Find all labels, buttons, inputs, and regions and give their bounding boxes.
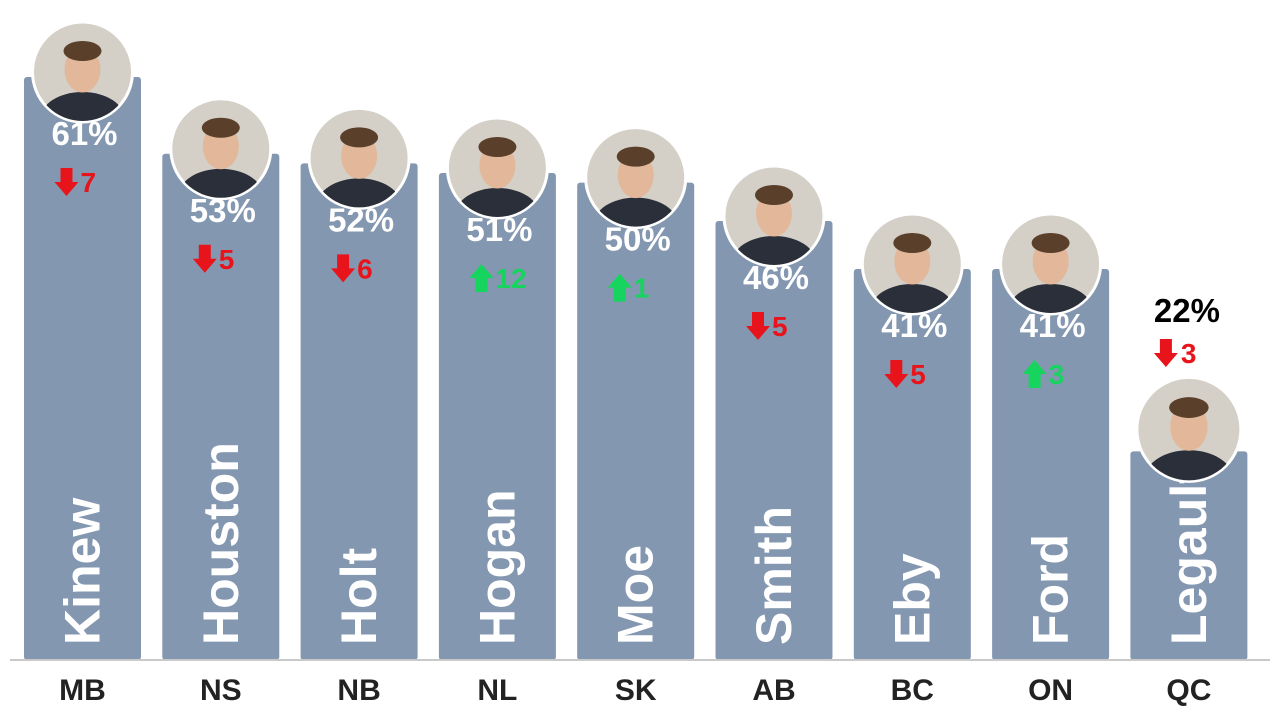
- value-label: 52%: [328, 201, 394, 238]
- photo-portrait: [731, 185, 817, 265]
- category-label: NS: [200, 674, 242, 707]
- up-arrow-icon: [469, 264, 494, 292]
- bar-sk: [577, 182, 695, 660]
- photo-portrait: [593, 146, 679, 227]
- value-label: 53%: [190, 192, 256, 229]
- category-label: AB: [752, 674, 795, 707]
- category-label: QC: [1166, 674, 1211, 707]
- value-label: 46%: [743, 259, 809, 296]
- photo-portrait: [1008, 233, 1094, 313]
- change-value: 5: [910, 359, 926, 390]
- premier-photo: [445, 116, 549, 220]
- bar-nb: [300, 163, 418, 660]
- premier-name-label: Holt: [331, 547, 387, 645]
- category-label: MB: [59, 674, 106, 707]
- change-value: 12: [495, 263, 526, 294]
- category-label: NB: [337, 674, 380, 707]
- photo-portrait: [869, 233, 955, 313]
- bar-mb: [24, 77, 141, 660]
- photo-portrait: [40, 41, 125, 121]
- change-value: 6: [357, 253, 373, 284]
- premier-name-label: Hogan: [469, 489, 525, 645]
- up-arrow-icon: [1022, 360, 1047, 388]
- down-arrow-icon: [54, 168, 79, 196]
- labels-layer: MB Kinew 61% 7 NS Houston 53% 5 NB Holt 52% 6 NL Hoga…: [31, 20, 1243, 707]
- down-arrow-icon: [192, 244, 217, 273]
- value-label: 51%: [466, 211, 532, 248]
- bar-ns: [162, 153, 280, 661]
- value-label: 41%: [1020, 307, 1086, 344]
- change-value: 1: [634, 273, 650, 304]
- category-label: NL: [477, 674, 517, 707]
- premier-photo: [307, 106, 411, 210]
- change-value: 7: [81, 167, 97, 198]
- change-value: 5: [219, 244, 235, 275]
- premier-name-label: Eby: [884, 553, 940, 645]
- bar-on: [992, 269, 1110, 660]
- bar-nl: [438, 173, 556, 660]
- down-arrow-icon: [746, 312, 770, 340]
- down-arrow-icon: [884, 360, 909, 388]
- photo-portrait: [1144, 397, 1234, 481]
- premier-photo: [169, 97, 273, 201]
- premier-name-label: Moe: [608, 545, 664, 645]
- premier-photo: [860, 212, 964, 316]
- down-arrow-icon: [1153, 339, 1178, 367]
- change-value: 5: [772, 311, 788, 342]
- value-label: 41%: [881, 307, 947, 344]
- category-label: BC: [891, 674, 934, 707]
- value-label: 50%: [605, 221, 671, 258]
- up-arrow-icon: [607, 273, 632, 302]
- change-value: 3: [1181, 338, 1197, 369]
- premier-photo: [999, 212, 1103, 316]
- premier-name-label: Ford: [1023, 534, 1079, 645]
- photo-portrait: [178, 117, 264, 198]
- photo-portrait: [454, 137, 540, 217]
- bar-bc: [853, 269, 971, 660]
- change-value: 3: [1049, 359, 1065, 390]
- premier-photo: [722, 164, 826, 268]
- premier-photo: [584, 126, 688, 230]
- premier-photo: [1135, 375, 1243, 483]
- premier-name-label: Smith: [746, 506, 802, 645]
- premier-name-label: Kinew: [55, 498, 111, 645]
- value-label: 61%: [51, 115, 117, 152]
- category-label: SK: [615, 674, 657, 707]
- down-arrow-icon: [331, 254, 356, 283]
- premier-photo: [31, 20, 134, 124]
- bar-ab: [715, 221, 833, 660]
- bars-layer: [24, 77, 1248, 661]
- value-label: 22%: [1154, 292, 1220, 329]
- premier-name-label: Legault: [1161, 467, 1217, 645]
- photo-portrait: [316, 127, 402, 208]
- premier-name-label: Houston: [193, 442, 249, 645]
- bar-qc: [1130, 451, 1248, 660]
- category-label: ON: [1028, 674, 1073, 707]
